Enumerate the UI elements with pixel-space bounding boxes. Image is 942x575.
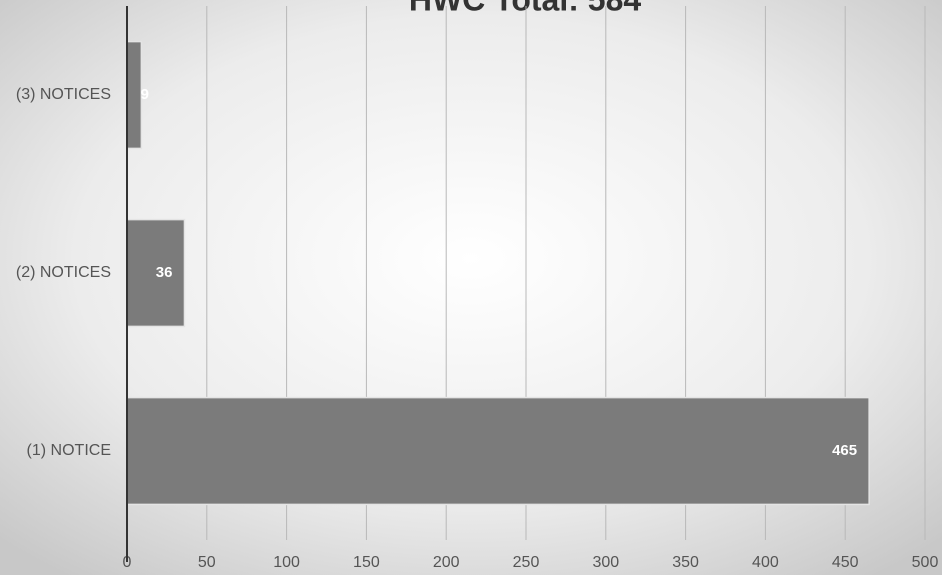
x-tick-label: 450 <box>832 554 859 571</box>
x-tick-label: 400 <box>752 554 779 571</box>
bar <box>126 396 870 506</box>
x-tick-label: 500 <box>912 554 939 571</box>
x-tick-label: 100 <box>273 554 300 571</box>
x-tick-label: 200 <box>433 554 460 571</box>
x-tick-label: 300 <box>592 554 619 571</box>
chart-title: HWC Total: 584 <box>409 0 642 17</box>
bar <box>126 40 143 150</box>
x-tick-label: 350 <box>672 554 699 571</box>
x-tick-label: 50 <box>198 554 216 571</box>
y-tick-label: (3) NOTICES <box>16 86 111 103</box>
data-label: 9 <box>141 86 149 103</box>
y-tick-label: (1) NOTICE <box>27 442 111 459</box>
x-tick-label: 250 <box>513 554 540 571</box>
x-tick-label: 0 <box>123 554 132 571</box>
data-label: 465 <box>832 442 857 459</box>
y-tick-label: (2) NOTICES <box>16 264 111 281</box>
data-label: 36 <box>156 264 173 281</box>
x-tick-label: 150 <box>353 554 380 571</box>
